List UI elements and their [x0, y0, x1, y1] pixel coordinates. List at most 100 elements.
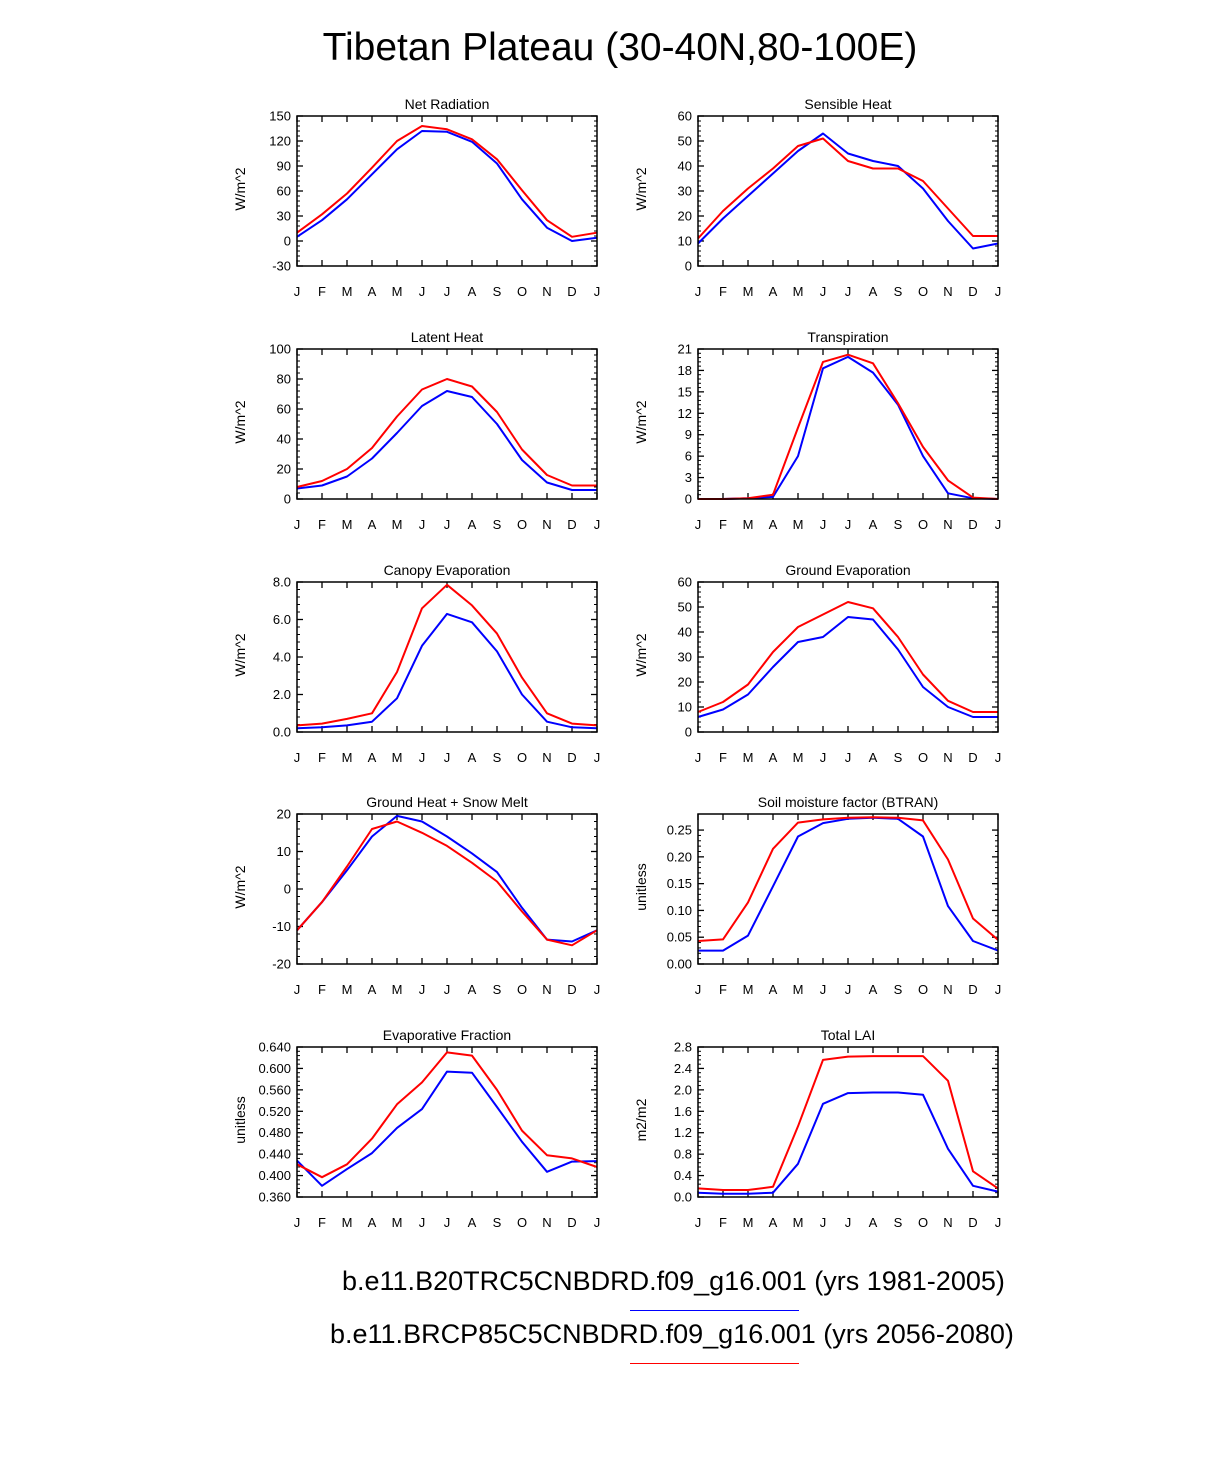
chart-title: Canopy Evaporation: [384, 562, 511, 578]
y-tick-label: 20: [678, 675, 692, 690]
y-tick-label: 60: [277, 402, 291, 417]
y-tick-label: 1.6: [674, 1104, 692, 1119]
x-tick-label: S: [894, 1215, 903, 1230]
x-tick-label: M: [342, 1215, 353, 1230]
x-tick-label: J: [419, 284, 426, 299]
y-tick-label: 1.2: [674, 1125, 692, 1140]
y-tick-label: 30: [678, 184, 692, 199]
page-title: Tibetan Plateau (30-40N,80-100E): [322, 26, 918, 69]
x-tick-label: A: [869, 750, 878, 765]
x-tick-label: S: [493, 1215, 502, 1230]
y-tick-label: 0.05: [667, 930, 692, 945]
x-tick-label: S: [894, 284, 903, 299]
series-line-future: [296, 583, 598, 727]
plot-frame: [296, 581, 598, 733]
x-tick-label: N: [943, 517, 952, 532]
y-axis-label: W/m^2: [633, 400, 649, 443]
x-tick-label: D: [567, 1215, 576, 1230]
x-tick-label: J: [594, 750, 601, 765]
x-tick-label: A: [368, 284, 377, 299]
x-tick-label: O: [918, 284, 928, 299]
y-tick-label: 2.8: [674, 1040, 692, 1055]
y-tick-label: 80: [277, 372, 291, 387]
x-tick-label: J: [594, 1215, 601, 1230]
x-tick-label: M: [392, 517, 403, 532]
legend-swatch-historical: [630, 1310, 799, 1311]
y-tick-label: 2.0: [674, 1082, 692, 1097]
y-tick-label: 40: [277, 432, 291, 447]
y-tick-label: 0: [284, 882, 291, 897]
x-tick-label: M: [793, 750, 804, 765]
x-tick-label: J: [444, 1215, 451, 1230]
x-tick-label: S: [894, 982, 903, 997]
y-tick-label: 60: [678, 575, 692, 590]
x-tick-label: N: [943, 1215, 952, 1230]
y-tick-label: -10: [272, 919, 291, 934]
x-tick-label: J: [294, 1215, 301, 1230]
x-tick-label: D: [968, 1215, 977, 1230]
y-tick-label: 10: [277, 844, 291, 859]
x-tick-label: F: [719, 517, 727, 532]
x-tick-label: M: [392, 284, 403, 299]
x-tick-label: N: [943, 982, 952, 997]
plot-frame: [697, 348, 999, 500]
x-tick-label: M: [793, 517, 804, 532]
chart-title: Transpiration: [807, 329, 888, 345]
series-line-historical: [296, 130, 598, 242]
x-tick-label: A: [468, 284, 477, 299]
series-line-future: [697, 1055, 999, 1191]
x-tick-label: N: [943, 284, 952, 299]
x-tick-label: D: [567, 982, 576, 997]
x-tick-label: M: [743, 284, 754, 299]
x-tick-label: J: [845, 517, 852, 532]
x-tick-label: J: [294, 284, 301, 299]
y-tick-label: 12: [678, 406, 692, 421]
x-tick-label: O: [517, 982, 527, 997]
x-tick-label: D: [968, 517, 977, 532]
y-tick-label: 0.4: [674, 1168, 692, 1183]
x-tick-label: M: [342, 284, 353, 299]
x-tick-label: F: [719, 284, 727, 299]
x-tick-label: M: [743, 517, 754, 532]
series-line-historical: [698, 816, 999, 952]
plot-frame: [697, 813, 999, 965]
y-axis-label: W/m^2: [232, 633, 248, 676]
plot-frame: [697, 1046, 999, 1198]
y-tick-label: 6.0: [273, 612, 291, 627]
series-line-historical: [296, 612, 598, 730]
y-tick-label: 0.0: [674, 1190, 692, 1205]
x-tick-label: J: [444, 750, 451, 765]
x-tick-label: J: [419, 750, 426, 765]
x-tick-label: M: [392, 750, 403, 765]
y-tick-label: 0.600: [258, 1061, 291, 1076]
x-tick-label: J: [995, 284, 1002, 299]
x-tick-label: J: [695, 1215, 702, 1230]
chart-title: Net Radiation: [405, 96, 490, 112]
x-tick-label: D: [968, 982, 977, 997]
x-tick-label: N: [943, 750, 952, 765]
x-tick-label: M: [392, 1215, 403, 1230]
y-tick-label: 0.480: [258, 1125, 291, 1140]
x-tick-label: O: [918, 1215, 928, 1230]
plot-frame: [296, 348, 598, 500]
plot-frame: [296, 1046, 598, 1198]
y-tick-label: 60: [678, 109, 692, 124]
x-tick-label: J: [995, 750, 1002, 765]
x-tick-label: J: [695, 982, 702, 997]
x-tick-label: M: [743, 1215, 754, 1230]
x-tick-label: S: [894, 517, 903, 532]
x-tick-label: A: [368, 982, 377, 997]
x-tick-label: N: [542, 750, 551, 765]
x-tick-label: J: [995, 1215, 1002, 1230]
y-tick-label: 0.360: [258, 1190, 291, 1205]
x-tick-label: M: [743, 982, 754, 997]
x-tick-label: J: [820, 517, 827, 532]
y-axis-label: unitless: [633, 863, 649, 910]
x-tick-label: A: [368, 1215, 377, 1230]
y-tick-label: 40: [678, 159, 692, 174]
y-tick-label: 10: [678, 234, 692, 249]
x-tick-label: N: [542, 1215, 551, 1230]
x-tick-label: M: [392, 982, 403, 997]
